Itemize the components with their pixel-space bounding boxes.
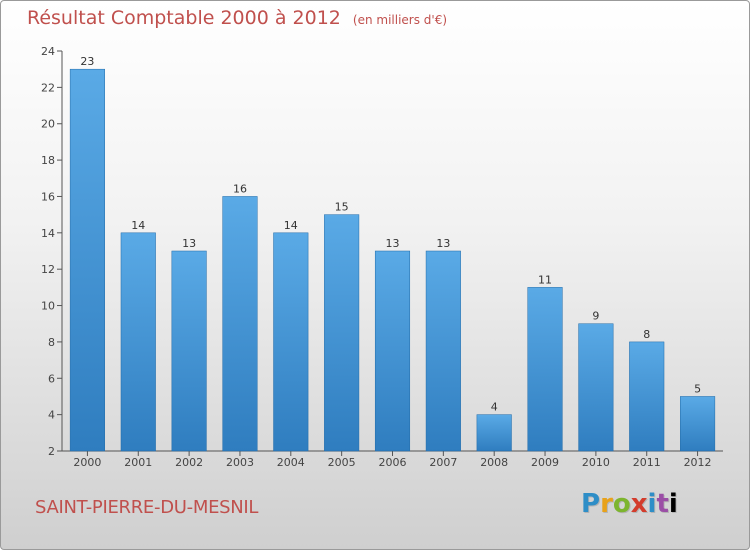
bar-value-label: 8: [643, 328, 650, 341]
logo-letter: P: [581, 489, 601, 519]
bar: [324, 214, 360, 452]
logo-letter: t: [656, 489, 669, 519]
bar-value-label: 13: [436, 237, 450, 250]
bar-value-label: 13: [386, 237, 400, 250]
y-tick-label: 14: [41, 227, 55, 240]
x-tick-label: 2006: [379, 456, 407, 469]
bar: [680, 396, 716, 452]
y-tick-label: 12: [41, 263, 55, 276]
bar-value-label: 13: [182, 237, 196, 250]
x-tick-label: 2007: [429, 456, 457, 469]
bar-value-label: 4: [491, 401, 498, 414]
logo-letter: o: [612, 489, 631, 519]
x-tick-label: 2002: [175, 456, 203, 469]
bar-value-label: 14: [284, 219, 298, 232]
bar: [120, 232, 156, 452]
y-tick-label: 20: [41, 118, 55, 131]
bar-value-label: 5: [694, 382, 701, 395]
y-tick-label: 22: [41, 81, 55, 94]
proxiti-logo[interactable]: Proxiti: [581, 489, 678, 519]
x-tick-label: 2011: [633, 456, 661, 469]
bar: [222, 196, 258, 452]
x-tick-label: 2009: [531, 456, 559, 469]
bar-value-label: 23: [80, 55, 94, 68]
y-tick-label: 24: [41, 45, 55, 58]
bar-value-label: 11: [538, 273, 552, 286]
x-tick-label: 2005: [328, 456, 356, 469]
bar: [69, 68, 105, 452]
y-tick-label: 8: [48, 336, 55, 349]
logo-letter: i: [647, 489, 657, 519]
bar: [273, 232, 309, 452]
bar-value-label: 9: [592, 310, 599, 323]
x-tick-label: 2004: [277, 456, 305, 469]
logo-letter: x: [630, 489, 648, 519]
bar: [578, 323, 614, 452]
x-tick-label: 2010: [582, 456, 610, 469]
bar: [171, 250, 207, 452]
bar: [476, 414, 512, 452]
x-tick-label: 2001: [124, 456, 152, 469]
chart-subtitle: (en milliers d'€): [352, 13, 448, 27]
bar: [374, 250, 411, 452]
logo-letter: r: [600, 489, 613, 519]
y-tick-label: 4: [48, 409, 55, 422]
y-tick-label: 16: [41, 190, 55, 203]
y-tick-label: 18: [41, 154, 55, 167]
bar-value-label: 15: [335, 201, 349, 214]
commune-name: SAINT-PIERRE-DU-MESNIL: [35, 497, 259, 518]
chart-title: Résultat Comptable 2000 à 2012 (en millie…: [27, 7, 447, 29]
y-tick-label: 2: [48, 445, 55, 458]
y-tick-label: 10: [41, 300, 55, 313]
x-tick-label: 2008: [480, 456, 508, 469]
bar: [527, 287, 563, 452]
bar: [629, 341, 665, 452]
chart-title-main: Résultat Comptable 2000 à 2012: [27, 7, 341, 29]
chart-data-labels: 23 14 13 16 14 15 13 13 4 11 9 8 5: [80, 55, 701, 413]
y-tick-label: 6: [48, 372, 55, 385]
bar: [425, 250, 461, 452]
x-tick-label: 2003: [226, 456, 254, 469]
x-tick-label: 2012: [684, 456, 712, 469]
bar-value-label: 16: [233, 182, 247, 195]
logo-letter: i: [668, 489, 678, 519]
bar-value-label: 14: [131, 219, 145, 232]
x-tick-label: 2000: [73, 456, 101, 469]
chart-bars: [69, 68, 716, 452]
